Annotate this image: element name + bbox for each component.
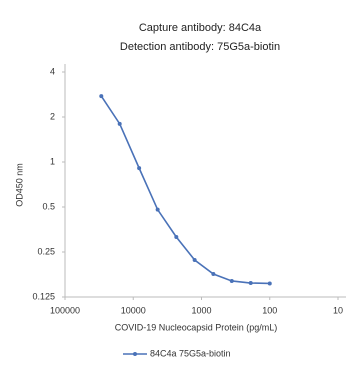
x-tick-label: 1000	[191, 305, 211, 315]
x-tick-label: 100000	[50, 305, 80, 315]
x-tick-label: 10000	[121, 305, 146, 315]
chart-subtitle: Detection antibody: 75G5a-biotin	[120, 41, 280, 53]
y-tick-label: 0.125	[32, 291, 55, 301]
y-tick-label: 0.5	[42, 201, 55, 211]
x-axis-label: COVID-19 Nucleocapsid Protein (pg/mL)	[115, 322, 278, 332]
data-point	[192, 258, 197, 263]
data-point	[155, 207, 160, 212]
data-point	[99, 94, 104, 99]
data-point	[229, 278, 234, 283]
data-point	[174, 234, 179, 239]
data-point	[117, 121, 122, 126]
y-tick-label: 1	[50, 156, 55, 166]
y-tick-label: 0.25	[37, 246, 55, 256]
data-point	[211, 272, 216, 277]
legend-marker	[133, 352, 137, 356]
data-point	[248, 281, 253, 286]
data-point	[267, 281, 272, 286]
y-tick-label: 4	[50, 66, 55, 76]
chart-title: Capture antibody: 84C4a	[139, 22, 262, 34]
series-line	[100, 95, 270, 285]
y-axis-label: OD450 nm	[14, 163, 24, 207]
data-point	[137, 166, 142, 171]
legend-label: 84C4a 75G5a-biotin	[150, 348, 231, 358]
x-tick-label: 100	[262, 305, 277, 315]
y-tick-label: 2	[50, 111, 55, 121]
x-tick-label: 10	[333, 305, 343, 315]
